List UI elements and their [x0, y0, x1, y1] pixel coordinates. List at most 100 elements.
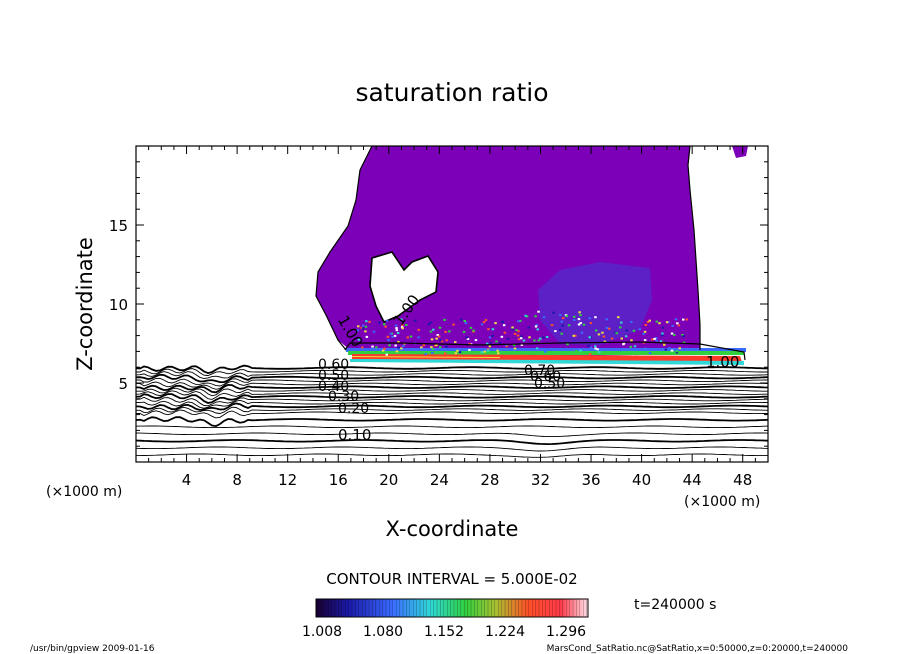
speckle — [619, 326, 622, 329]
speckle — [445, 339, 448, 342]
speckle — [485, 342, 489, 345]
speckle — [472, 329, 475, 332]
speckle — [603, 340, 607, 343]
contour-line — [136, 402, 768, 411]
contour-line — [136, 373, 768, 383]
speckle — [661, 332, 664, 335]
speckle — [668, 346, 671, 349]
speckle — [500, 335, 504, 338]
speckle — [648, 319, 651, 322]
speckle — [372, 330, 376, 333]
speckle — [522, 339, 526, 342]
speckle — [362, 327, 365, 330]
speckle — [387, 339, 390, 342]
speckle — [482, 321, 486, 324]
contour-lines — [136, 146, 768, 458]
x-tick-label: 12 — [278, 471, 297, 489]
speckle — [554, 330, 557, 333]
speckle — [420, 346, 423, 349]
speckle — [682, 318, 685, 321]
speckle — [430, 346, 433, 349]
speckle — [624, 335, 628, 338]
speckle — [506, 337, 510, 340]
speckle — [491, 328, 495, 331]
speckle — [401, 327, 404, 330]
speckle — [444, 330, 447, 333]
speckle — [385, 353, 388, 356]
speckle — [429, 330, 433, 333]
x-tick-label: 44 — [683, 471, 702, 489]
contour-label: 0.50 — [318, 368, 349, 384]
speckle — [361, 346, 364, 349]
speckle — [560, 332, 563, 335]
speckle — [383, 323, 386, 326]
speckle — [675, 350, 678, 353]
speckle — [480, 351, 484, 354]
speckle — [646, 321, 650, 323]
speckle — [393, 334, 397, 337]
speckle — [597, 333, 601, 336]
speckle — [620, 321, 623, 324]
colorbar-tick-label: 1.080 — [363, 624, 403, 640]
speckle — [440, 340, 444, 343]
speckle — [391, 335, 394, 338]
speckle — [395, 350, 399, 353]
speckle — [601, 331, 604, 334]
speckle — [424, 353, 427, 356]
y-axis-label: Z-coordinate — [73, 237, 97, 371]
speckle — [655, 320, 659, 323]
contour-line — [136, 380, 768, 390]
speckle — [535, 324, 538, 326]
speckle — [598, 351, 601, 354]
speckle — [362, 324, 365, 327]
contour-line — [136, 383, 768, 394]
dark-purple-patch — [538, 262, 652, 345]
speckle — [519, 319, 522, 322]
speckle — [511, 326, 514, 329]
speckle — [517, 330, 520, 333]
speckle — [445, 345, 448, 348]
speckle — [497, 352, 500, 355]
y-axis-unit: (×1000 m) — [46, 484, 122, 500]
y-tick-label: 5 — [118, 375, 128, 393]
speckle — [417, 336, 420, 339]
contour-line — [136, 371, 768, 379]
speckle — [448, 330, 451, 333]
contour-line — [136, 377, 768, 387]
speckle — [587, 344, 590, 347]
footer-left: /usr/bin/gpview 2009-01-16 — [30, 644, 155, 654]
speckle — [667, 321, 670, 324]
speckle — [567, 324, 571, 327]
contour-label: 0.40 — [318, 379, 349, 395]
speckle — [577, 318, 581, 321]
speckle — [386, 335, 390, 338]
speckle — [488, 336, 492, 339]
speckle — [661, 326, 665, 329]
speckle — [357, 338, 361, 341]
speckle — [400, 326, 404, 329]
speckle — [519, 337, 523, 340]
x-tick-label: 28 — [480, 471, 499, 489]
speckle — [559, 314, 562, 316]
speckle — [572, 334, 575, 337]
speckle — [474, 339, 478, 342]
speckle — [665, 321, 669, 324]
speckle — [480, 323, 484, 326]
speckle — [617, 316, 620, 319]
speckle — [594, 345, 597, 348]
speckle — [394, 344, 397, 347]
x-tick-label: 4 — [182, 471, 192, 489]
contour-line — [136, 387, 768, 397]
colorbar-tick-label: 1.152 — [424, 624, 464, 640]
contour-line — [315, 146, 373, 351]
band-green — [348, 351, 744, 355]
speckle — [573, 319, 576, 321]
speckle — [602, 335, 606, 338]
speckle — [371, 345, 374, 348]
speckle — [605, 326, 609, 329]
speckle — [414, 319, 417, 322]
contour-line — [136, 439, 768, 446]
band-yellow — [352, 356, 500, 358]
speckle — [458, 351, 462, 354]
